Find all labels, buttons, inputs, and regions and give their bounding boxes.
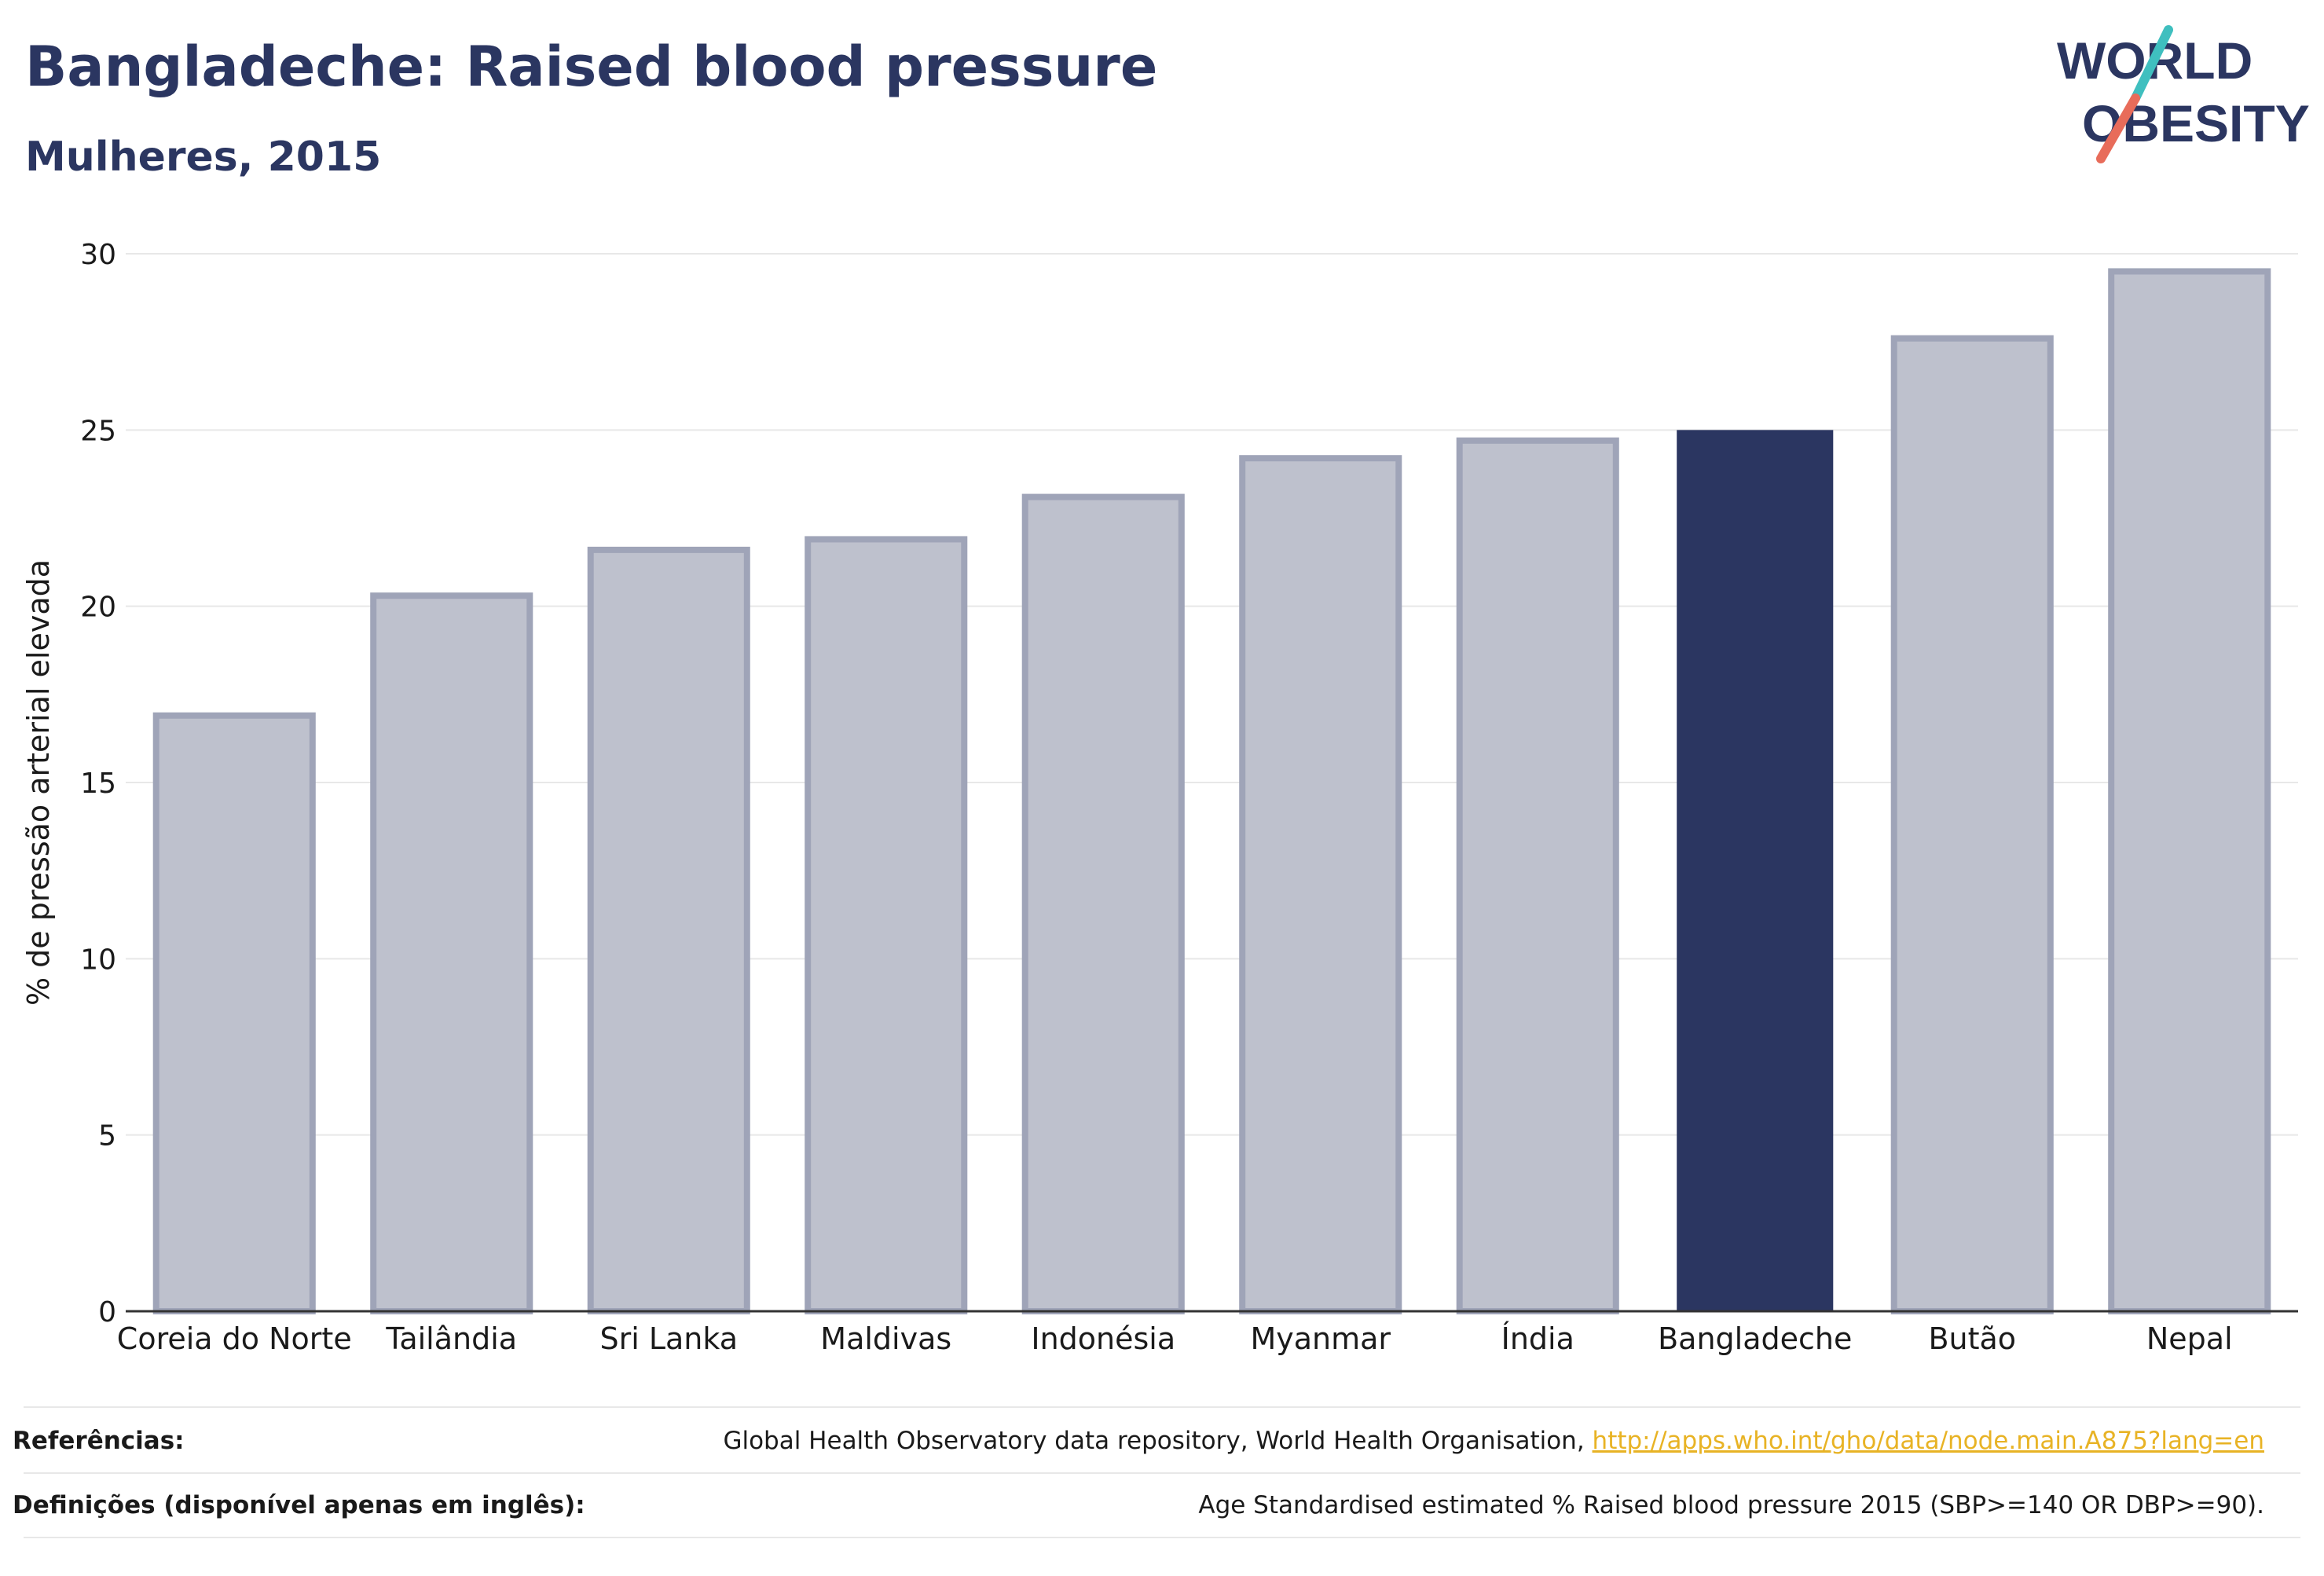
bar-nepal — [2108, 268, 2271, 1314]
y-tick-label: 15 — [80, 768, 116, 800]
y-tick-label: 20 — [80, 592, 116, 624]
y-tick-label: 10 — [80, 944, 116, 976]
y-axis-label: % de pressão arterial elevada — [21, 559, 56, 1006]
x-tick-label: Coreia do Norte — [117, 1321, 352, 1356]
bar-myanmar — [1239, 455, 1402, 1314]
bar-sri-lanka — [587, 546, 750, 1314]
footer-definitions-row: Definições (disponível apenas em inglês)… — [0, 1474, 2277, 1537]
footer-divider-middle — [24, 1472, 2300, 1474]
y-tick-label: 0 — [98, 1296, 116, 1329]
y-tick-label: 25 — [80, 415, 116, 447]
footer-divider-bottom — [24, 1537, 2300, 1538]
x-tick-label: Butão — [1928, 1321, 2016, 1356]
x-tick-label: Sri Lanka — [599, 1321, 738, 1356]
bar--ndia — [1456, 437, 1619, 1314]
logo-slash-coral — [2096, 93, 2140, 163]
bar-chart: 0 5 10 15 20 25 30 Coreia do Norte Tailândia Sri… — [21, 239, 2298, 1356]
footer-divider-top — [24, 1406, 2300, 1408]
x-tick-label: Myanmar — [1250, 1321, 1391, 1356]
x-tick-label: Indonésia — [1031, 1321, 1175, 1356]
x-tick-label: Índia — [1501, 1321, 1574, 1356]
references-value: Global Health Observatory data repositor… — [723, 1427, 2277, 1455]
definitions-label: Definições (disponível apenas em inglês)… — [13, 1491, 585, 1519]
bar-indon-sia — [1021, 493, 1185, 1315]
logo-slash-teal — [2131, 25, 2173, 103]
bar-bangladeche — [1677, 430, 1834, 1312]
footer-references-row: Referências: Global Health Observatory d… — [0, 1409, 2277, 1472]
y-tick-label: 5 — [98, 1120, 116, 1153]
bar-coreia-do-norte — [152, 712, 316, 1314]
definitions-value: Age Standardised estimated % Raised bloo… — [1198, 1491, 2264, 1519]
bars — [152, 268, 2271, 1315]
bar-maldivas — [805, 536, 968, 1314]
x-tick-label: Tailândia — [385, 1321, 517, 1356]
chart-subtitle: Mulheres, 2015 — [25, 134, 382, 181]
x-axis-ticks: Coreia do Norte Tailândia Sri Lanka Maldiva… — [117, 1321, 2233, 1356]
x-tick-label: Maldivas — [820, 1321, 951, 1356]
y-axis-ticks: 0 5 10 15 20 25 30 — [80, 239, 116, 1329]
chart-title: Bangladeche: Raised blood pressure — [25, 35, 1158, 99]
references-text: Global Health Observatory data repositor… — [723, 1427, 1593, 1455]
y-tick-label: 30 — [80, 239, 116, 271]
references-link[interactable]: http://apps.who.int/gho/data/node.main.A… — [1592, 1427, 2264, 1455]
x-tick-label: Bangladeche — [1658, 1321, 1852, 1356]
x-tick-label: Nepal — [2146, 1321, 2233, 1356]
bar-but-o — [1890, 335, 2054, 1314]
world-obesity-logo: WORLD OBESITY — [2057, 25, 2310, 163]
references-label: Referências: — [13, 1427, 185, 1455]
bar-tail-ndia — [370, 592, 533, 1314]
